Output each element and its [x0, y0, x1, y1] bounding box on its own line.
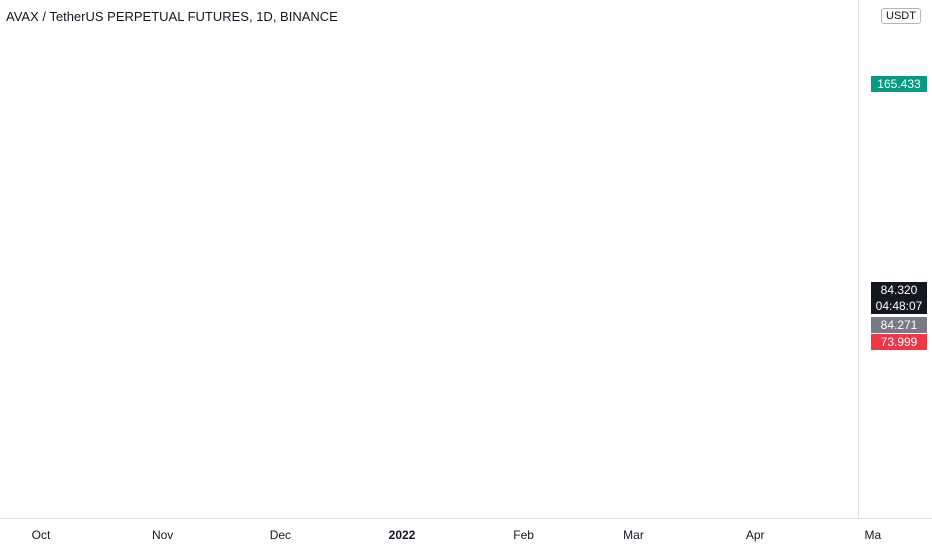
time-axis[interactable]: Oct Nov Dec 2022 Feb Mar Apr Ma	[0, 518, 932, 551]
time-label: Ma	[864, 528, 882, 542]
time-label: Feb	[513, 528, 534, 542]
countdown-label: 04:48:07	[871, 298, 927, 314]
price-axis[interactable]: 150.000130.000110.00095.00063.00055.0004…	[858, 0, 932, 518]
time-label: Nov	[151, 528, 174, 542]
current-price-label: 84.320	[871, 282, 927, 298]
stop-price-label: 73.999	[871, 334, 927, 350]
time-label: Mar	[623, 528, 644, 542]
time-label: Apr	[745, 528, 765, 542]
chart-title: AVAX / TetherUS PERPETUAL FUTURES, 1D, B…	[6, 9, 338, 24]
time-label: Dec	[269, 528, 292, 542]
target-price-label: 165.433	[871, 76, 927, 92]
entry-price-label: 84.271	[871, 317, 927, 333]
currency-badge[interactable]: USDT	[881, 8, 921, 24]
time-label: Oct	[31, 528, 51, 542]
time-label: 2022	[388, 528, 416, 542]
